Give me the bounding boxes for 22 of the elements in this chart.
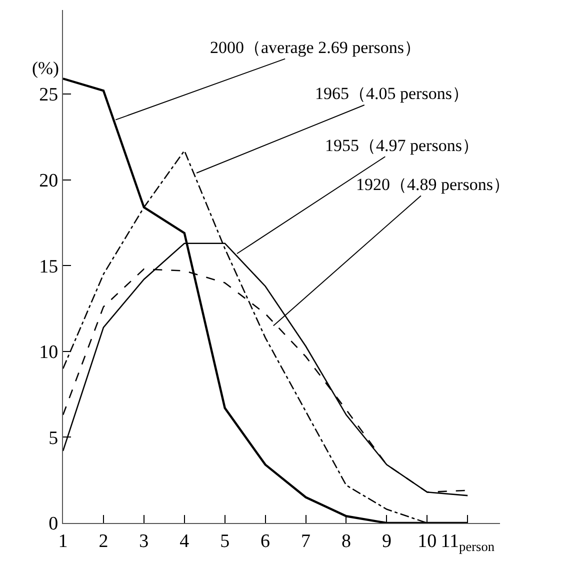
x-tick-label: 1 (58, 530, 68, 552)
x-tick-label: 7 (301, 530, 311, 552)
x-tick-label: 6 (260, 530, 270, 552)
x-tick-label: 3 (139, 530, 149, 552)
x-tick-label: 4 (180, 530, 190, 552)
x-tick-label: 11$_{person}$ (440, 530, 495, 554)
annotation: 2000（average 2.69 persons） (210, 38, 422, 57)
y-tick-label: 5 (48, 428, 58, 449)
x-tick-label: 9 (382, 530, 392, 552)
y-tick-label: 25 (39, 84, 58, 106)
y-tick-label: 0 (48, 514, 58, 535)
y-tick-label: 20 (39, 170, 58, 192)
annotation: 1965（4.05 persons） (315, 84, 469, 103)
x-tick-label: 8 (341, 530, 351, 552)
x-tick-label: 5 (220, 530, 230, 552)
y-axis-title: (%) (32, 58, 59, 78)
x-tick-label: 10 (418, 530, 437, 552)
annotation: 1920（4.89 persons） (356, 175, 510, 194)
y-tick-label: 10 (39, 342, 58, 364)
y-tick-label: 15 (39, 256, 58, 278)
annotation: 1955（4.97 persons） (325, 136, 479, 155)
x-tick-label: 2 (98, 530, 108, 552)
